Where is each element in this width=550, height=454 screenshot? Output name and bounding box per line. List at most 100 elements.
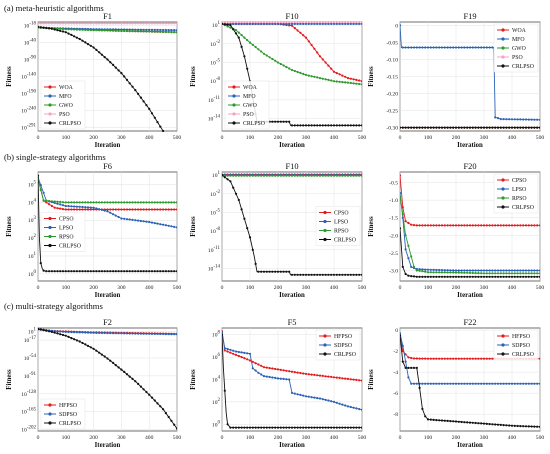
data-point [358, 426, 361, 429]
data-point [482, 275, 486, 278]
data-point [463, 271, 466, 274]
y-tick-label: -0.25 [386, 109, 398, 115]
data-point [349, 426, 352, 429]
data-point [344, 75, 347, 78]
data-point [412, 366, 416, 369]
data-point [274, 270, 277, 273]
data-point [332, 21, 336, 24]
data-point [175, 201, 177, 204]
data-point [307, 273, 310, 276]
series-line [222, 174, 362, 276]
data-point [288, 370, 291, 373]
legend-item: RPSO [44, 235, 74, 241]
data-point [466, 382, 469, 385]
data-point [282, 270, 285, 273]
data-point [53, 270, 56, 273]
data-point [148, 30, 151, 33]
legend-label: GWO [243, 103, 257, 109]
data-point [460, 275, 463, 278]
x-tick-label: 300 [117, 135, 126, 141]
data-point [61, 22, 65, 25]
data-point [310, 43, 313, 47]
legend-label: CRLPSO [512, 205, 534, 211]
data-point [454, 275, 458, 278]
data-point [346, 124, 350, 127]
data-point [260, 21, 263, 24]
data-point [53, 22, 56, 25]
data-point [494, 224, 497, 227]
data-point [344, 21, 347, 24]
legend-label: LPSO [512, 187, 526, 193]
data-point [75, 331, 78, 334]
data-point [167, 333, 170, 336]
data-point [352, 22, 355, 25]
y-axis-label: Fitness [368, 216, 375, 237]
data-point [125, 332, 129, 335]
data-point [288, 174, 291, 177]
data-point [170, 333, 173, 336]
data-point [142, 22, 145, 25]
legend-item: PSO [228, 112, 254, 118]
legend-item: SDPSO [497, 343, 530, 349]
data-point [443, 126, 446, 129]
series-lpso [38, 176, 177, 229]
data-point [302, 372, 305, 375]
data-point [360, 426, 362, 429]
data-point [335, 124, 338, 127]
data-point [229, 351, 232, 354]
data-point [148, 201, 151, 204]
data-point [485, 382, 488, 385]
data-point [480, 357, 483, 360]
data-point [407, 356, 410, 359]
data-point [508, 224, 511, 227]
data-point [38, 22, 40, 25]
data-point [513, 224, 516, 227]
data-point [324, 426, 327, 429]
data-point [536, 118, 539, 121]
legend-label: CPSO [59, 217, 74, 223]
data-point [426, 268, 430, 271]
data-point [150, 396, 154, 399]
data-point [89, 201, 92, 204]
series-line [38, 177, 177, 228]
data-point [304, 73, 308, 76]
data-point [510, 118, 514, 121]
x-tick-label: 200 [452, 285, 461, 291]
data-point [505, 275, 508, 278]
y-tick-label: -2 [393, 349, 398, 355]
data-point [288, 378, 291, 381]
data-point [268, 367, 271, 370]
y-axis-label: Fitness [190, 66, 197, 87]
data-point [410, 382, 413, 385]
data-point [120, 217, 123, 220]
data-point [324, 22, 327, 25]
legend-label: CPSO [334, 211, 349, 217]
data-point [494, 126, 497, 129]
data-point [73, 270, 76, 273]
legend-label: SDPSO [59, 412, 77, 418]
chart-title: F2 [103, 318, 112, 327]
data-point [234, 29, 238, 32]
x-tick-label: 500 [358, 135, 367, 141]
data-point [89, 270, 92, 273]
data-point [463, 357, 466, 360]
data-point [112, 208, 115, 211]
data-point [103, 355, 106, 358]
data-point [276, 174, 280, 177]
y-tick-label: -6 [393, 391, 398, 397]
data-point [276, 270, 280, 273]
data-point [527, 118, 530, 121]
data-point [274, 426, 277, 429]
data-point [86, 28, 90, 32]
data-point [86, 43, 90, 46]
x-tick-label: 300 [302, 285, 311, 291]
x-tick-label: 200 [274, 135, 283, 141]
data-point [257, 21, 260, 24]
data-point [457, 382, 460, 385]
data-point [502, 269, 505, 272]
data-point [452, 275, 455, 278]
legend-label: PSO [243, 112, 254, 118]
data-point [131, 332, 134, 335]
x-axis-label: Iteration [95, 292, 121, 299]
data-point [401, 344, 404, 347]
